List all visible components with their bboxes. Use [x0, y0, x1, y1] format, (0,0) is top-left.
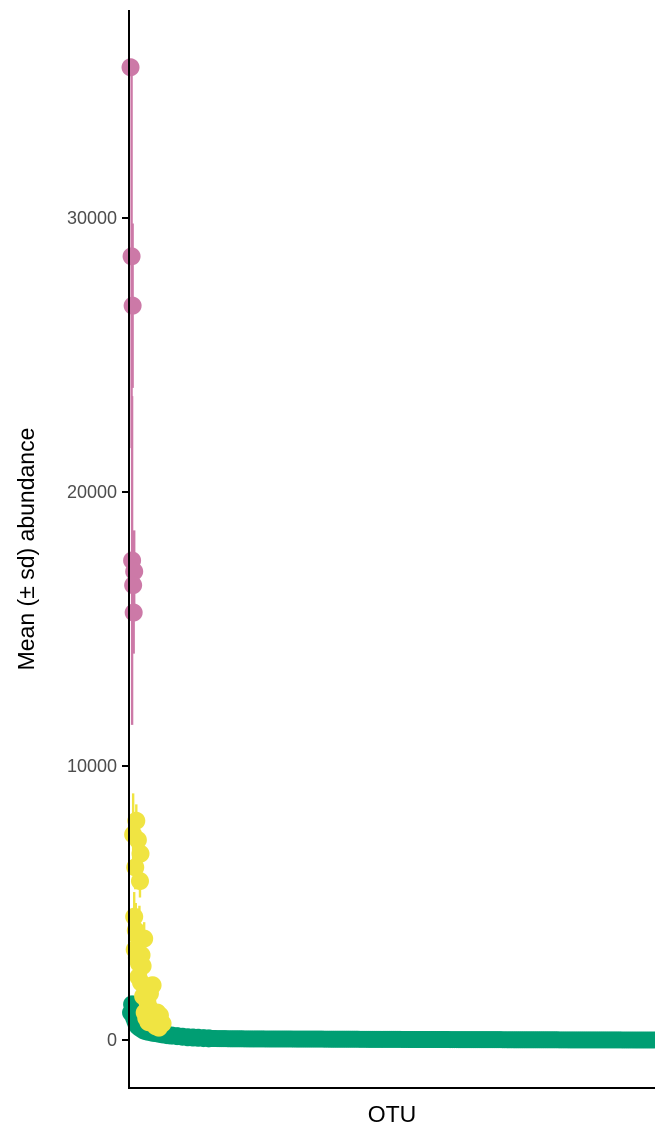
data-point — [124, 576, 143, 595]
y-tick-label: 10000 — [67, 756, 117, 776]
data-point — [130, 872, 149, 891]
data-point — [149, 1018, 168, 1037]
data-point — [124, 603, 143, 622]
axes — [128, 10, 655, 1089]
data-point — [127, 811, 146, 830]
y-tick-label: 30000 — [67, 208, 117, 228]
data-point — [128, 830, 147, 849]
y-tick-label: 0 — [107, 1030, 117, 1050]
data-points — [121, 58, 655, 1049]
y-ticks: 0 10000 20000 30000 — [67, 208, 129, 1050]
data-point — [121, 58, 140, 77]
data-point — [131, 844, 150, 863]
x-axis-title: OTU — [368, 1101, 417, 1127]
data-point — [122, 247, 141, 266]
data-point — [645, 1031, 655, 1049]
data-point — [126, 858, 145, 877]
y-axis-title: Mean (± sd) abundance — [13, 428, 39, 671]
data-point — [123, 296, 142, 315]
y-tick-label: 20000 — [67, 482, 117, 502]
